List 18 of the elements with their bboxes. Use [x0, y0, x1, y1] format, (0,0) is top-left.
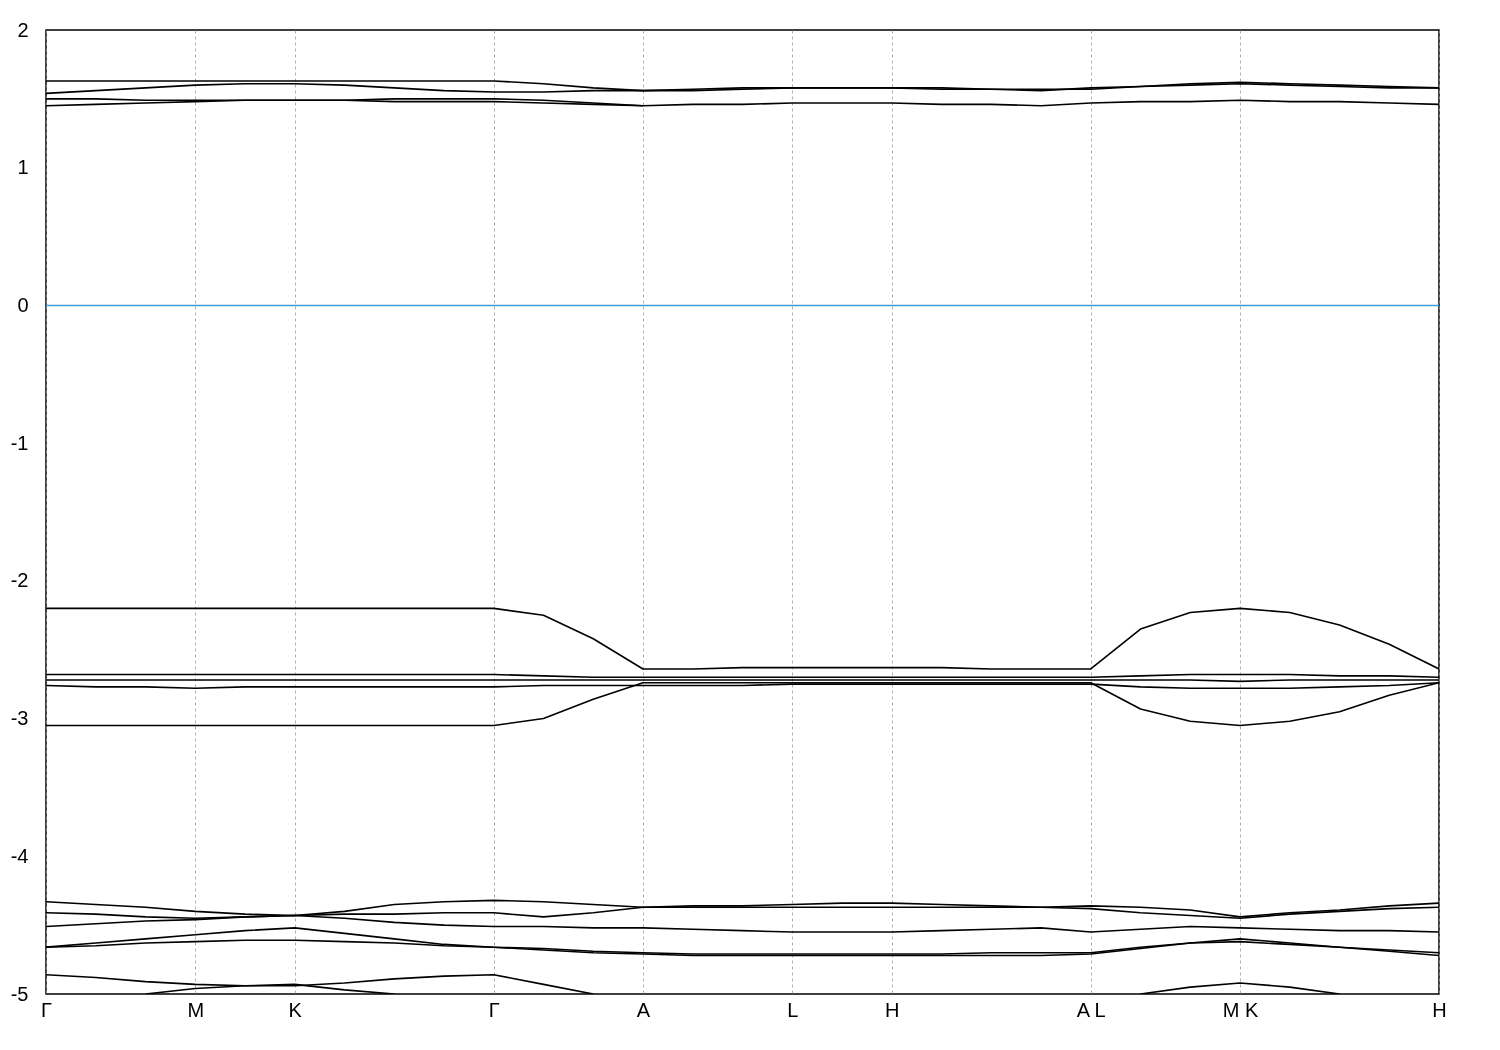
- y-tick-label: -5: [10, 982, 29, 1005]
- y-tick-label: 1: [17, 156, 29, 179]
- y-tick-label: -2: [10, 569, 29, 592]
- x-tick-label: Γ: [40, 998, 53, 1021]
- y-tick-label: -4: [10, 844, 29, 867]
- x-tick-label: K: [288, 998, 303, 1021]
- y-tick-label: 0: [17, 293, 29, 316]
- x-tick-label: A: [636, 998, 651, 1021]
- x-tick-label: M: [187, 998, 205, 1021]
- x-tick-label: H: [885, 998, 900, 1021]
- x-tick-label: Γ: [488, 998, 500, 1021]
- x-tick-label: L: [787, 998, 799, 1021]
- x-tick-label: H: [1432, 998, 1447, 1021]
- y-tick-label: 2: [17, 18, 29, 41]
- x-tick-label: M K: [1222, 998, 1259, 1021]
- x-tick-label: A L: [1076, 998, 1106, 1021]
- y-tick-label: -1: [10, 431, 29, 454]
- y-tick-label: -3: [10, 707, 29, 730]
